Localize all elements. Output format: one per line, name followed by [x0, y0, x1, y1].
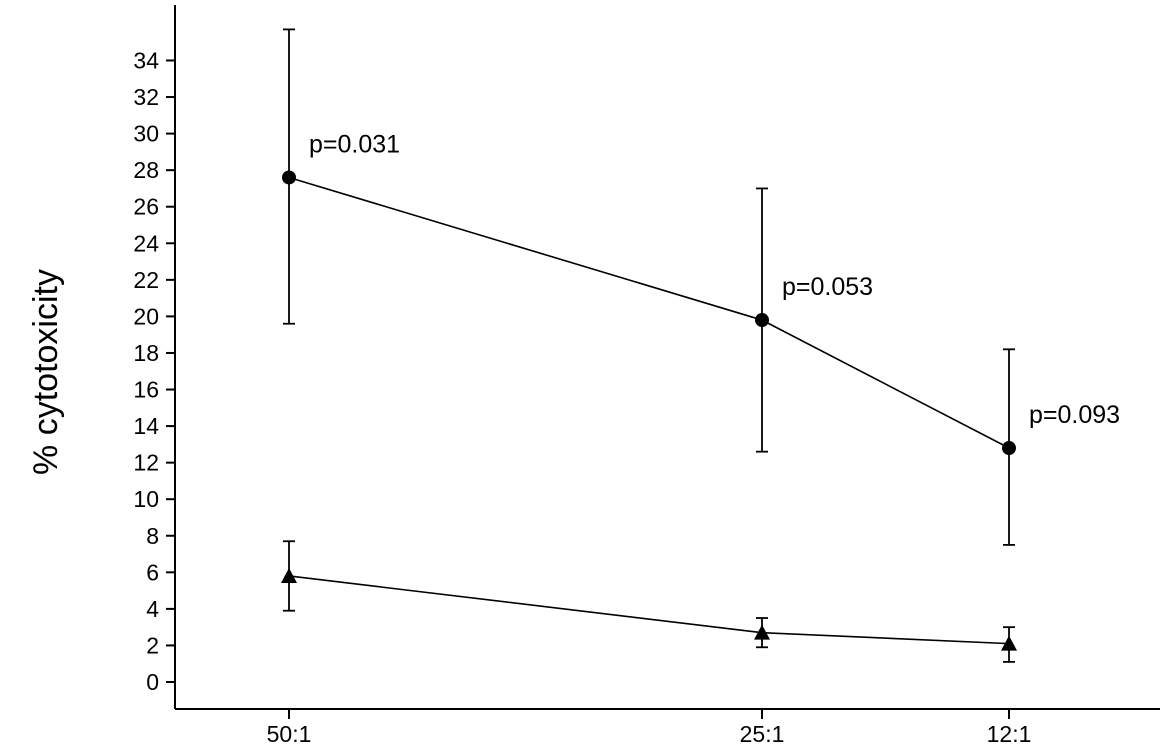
- data-point-triangle: [754, 624, 770, 640]
- y-tick-label: 34: [133, 47, 159, 73]
- axes: [174, 5, 1160, 710]
- y-tick-label: 8: [146, 523, 159, 549]
- p-value-annotation: p=0.053: [782, 273, 873, 301]
- x-tick-label: 12:1: [987, 721, 1032, 747]
- data-point-triangle: [1001, 635, 1017, 651]
- y-tick-label: 12: [133, 450, 159, 476]
- y-tick-label: 18: [133, 340, 159, 366]
- y-tick-label: 6: [146, 559, 159, 585]
- data-point-circle: [1002, 441, 1016, 456]
- y-tick-label: 30: [133, 121, 159, 147]
- y-axis-label: % cytotoxicity: [27, 269, 65, 475]
- y-tick-label: 2: [146, 632, 159, 658]
- x-tick-label: 25:1: [740, 721, 785, 747]
- y-tick-label: 16: [133, 377, 159, 403]
- y-tick-label: 24: [133, 230, 159, 256]
- p-value-annotation: p=0.093: [1029, 401, 1120, 429]
- x-ticks: 50:1 25:1 12:1: [267, 709, 1032, 747]
- data-point-circle: [282, 170, 296, 185]
- series-line-1: [288, 176, 1010, 449]
- data-point-circle: [755, 313, 769, 328]
- y-tick-label: 14: [133, 413, 159, 439]
- y-tick-label: 28: [133, 157, 159, 183]
- data-point-triangle: [281, 567, 297, 583]
- y-tick-label: 10: [133, 486, 159, 512]
- y-tick-label: 4: [146, 596, 159, 622]
- x-tick-label: 50:1: [267, 721, 312, 747]
- y-tick-label: 20: [133, 303, 159, 329]
- y-tick-label: 26: [133, 194, 159, 220]
- y-tick-label: 22: [133, 267, 159, 293]
- series-layer: [281, 28, 1017, 663]
- series-line-2: [288, 575, 1010, 645]
- y-tick-label: 32: [133, 84, 159, 110]
- y-tick-label: 0: [146, 669, 159, 695]
- p-value-annotation: p=0.031: [309, 130, 400, 158]
- annotation-layer: p=0.031 p=0.053 p=0.093: [309, 130, 1120, 429]
